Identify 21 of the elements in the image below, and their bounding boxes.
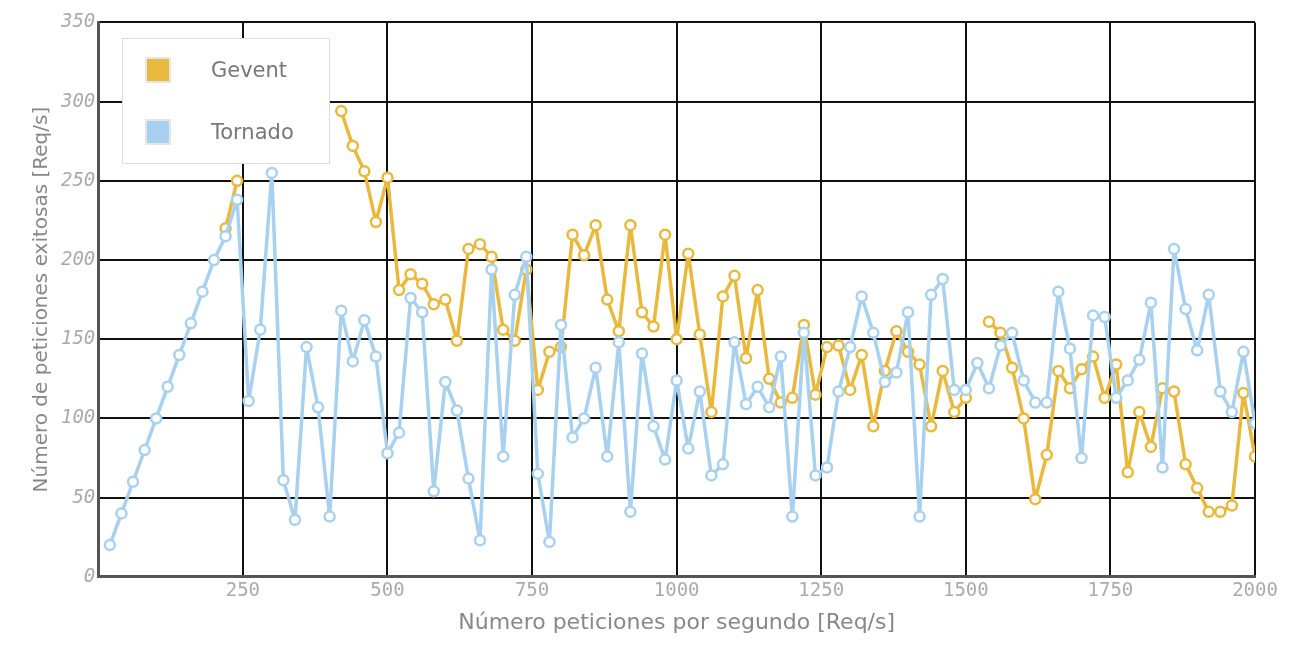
x-tick-label: 500 (370, 578, 405, 601)
x-tick-label: 1500 (942, 578, 989, 601)
y-axis-title: Número de peticiones exitosas [Req/s] (28, 106, 53, 493)
y-tick-label: 200 (60, 246, 96, 269)
legend-label: Gevent (211, 58, 288, 82)
x-tick-label: 750 (514, 578, 550, 601)
x-tick-label: 1000 (653, 578, 700, 601)
y-tick-label: 0 (83, 563, 96, 586)
y-tick-label: 300 (59, 88, 96, 111)
x-tick-label: 1750 (1087, 578, 1134, 601)
x-tick-label: 250 (225, 578, 261, 601)
y-tick-label: 350 (59, 9, 96, 32)
x-tick-label: 1250 (798, 578, 845, 601)
x-tick-label: 2000 (1232, 578, 1278, 601)
y-tick-label: 150 (60, 326, 96, 349)
y-tick-label: 100 (60, 405, 96, 428)
x-axis-title: Número peticiones por segundo [Req/s] (458, 608, 896, 634)
legend-label: Tornado (211, 120, 294, 144)
legend-panel: Gevent Tornado (122, 38, 330, 164)
y-tick-label: 50 (72, 484, 96, 507)
y-tick-label: 250 (60, 167, 96, 190)
